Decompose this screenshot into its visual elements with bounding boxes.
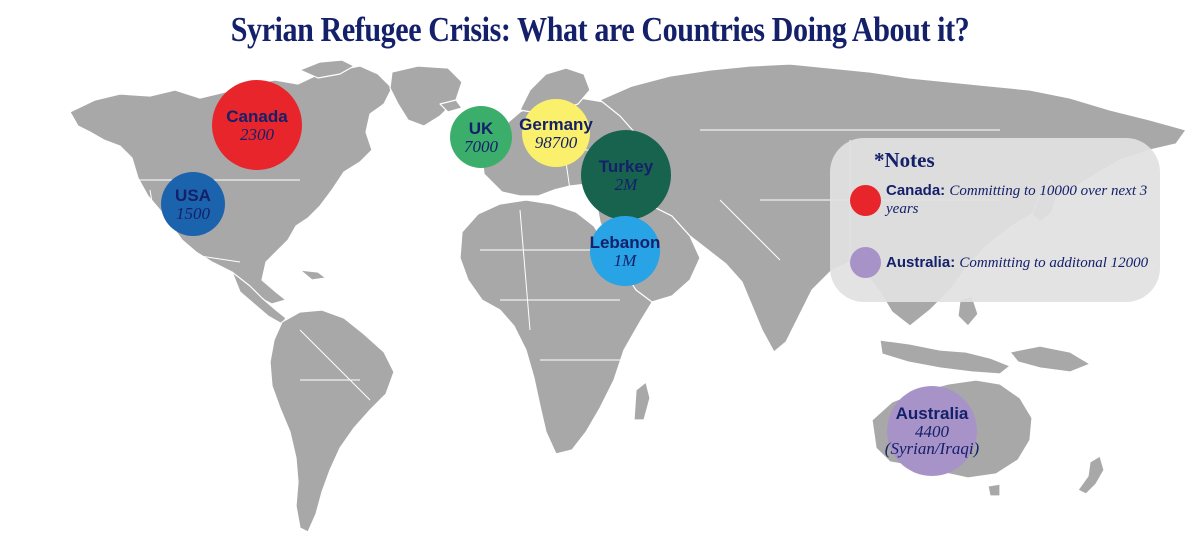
turkey-value: 2M	[614, 174, 638, 194]
usa-label: USA	[175, 185, 211, 205]
australia-bubble: Australia 4400 (Syrian/Iraqi)	[884, 386, 980, 476]
note-australia: Australia: Committing to additonal 12000	[850, 247, 1150, 278]
canada-note-desc: Committing to 10000 over next 3 years	[886, 183, 1148, 217]
australia-note-dot	[850, 247, 881, 278]
canada-bubble: Canada 2300	[212, 80, 302, 170]
usa-value: 1500	[176, 203, 210, 223]
canada-value: 2300	[240, 124, 274, 144]
new-zealand-landmass	[1077, 455, 1105, 495]
germany-bubble: Germany 98700	[519, 99, 593, 167]
australia-note-name: Australia:	[886, 253, 956, 271]
germany-label: Germany	[519, 114, 593, 134]
canada-label: Canada	[226, 106, 288, 126]
turkey-bubble: Turkey 2M	[581, 130, 671, 220]
madagascar-landmass	[633, 381, 651, 421]
uk-value: 7000	[464, 136, 498, 156]
canada-note-name: Canada:	[886, 182, 946, 199]
tasmania-landmass	[987, 483, 1001, 497]
lebanon-value: 1M	[613, 250, 637, 270]
uk-label: UK	[468, 118, 494, 138]
new-guinea-landmass	[1009, 345, 1091, 373]
notes-title: *Notes	[874, 148, 935, 172]
australia-value: 4400	[915, 422, 949, 441]
australia-note-text: Australia: Committing to additonal 12000	[886, 254, 1148, 272]
canada-note-dot	[850, 184, 881, 216]
southeast-asia-islands	[879, 339, 1011, 375]
germany-value: 98700	[534, 132, 578, 152]
caribbean-islands	[299, 269, 327, 281]
page-title: Syrian Refugee Crisis: What are Countrie…	[230, 10, 970, 49]
notes-panel: *Notes Canada: Committing to 10000 over …	[830, 138, 1160, 302]
uk-bubble: UK 7000	[450, 106, 512, 168]
south-america-landmass	[269, 309, 395, 533]
greenland-landmass	[389, 65, 463, 127]
north-america-landmass	[69, 65, 393, 305]
note-canada: Canada: Committing to 10000 over next 3 …	[850, 182, 1150, 218]
australia-note-desc: Committing to additonal 12000	[959, 254, 1149, 271]
usa-bubble: USA 1500	[161, 172, 225, 236]
iceland-landmass	[439, 99, 463, 113]
arctic-islands	[299, 59, 355, 79]
lebanon-bubble: Lebanon 1M	[590, 216, 660, 286]
turkey-label: Turkey	[598, 156, 654, 176]
australia-label: Australia	[895, 404, 969, 423]
canada-note-text: Canada: Committing to 10000 over next 3 …	[886, 182, 1150, 218]
australia-subvalue: (Syrian/Iraqi)	[884, 439, 980, 458]
lebanon-label: Lebanon	[589, 232, 661, 252]
